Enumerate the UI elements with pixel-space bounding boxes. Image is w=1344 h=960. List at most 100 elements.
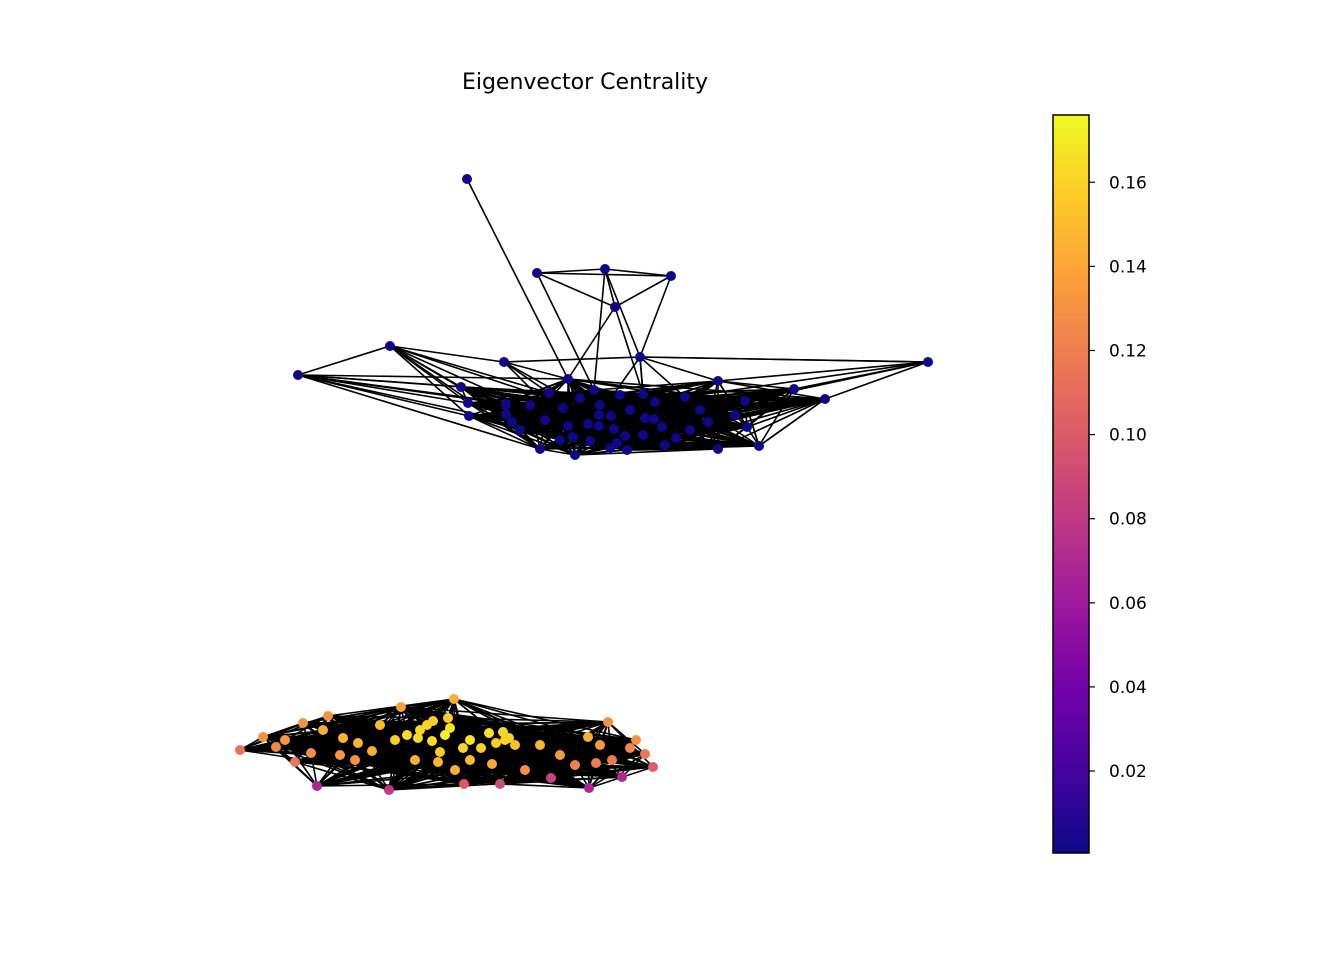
graph-edge xyxy=(239,739,286,751)
graph-node xyxy=(631,735,641,745)
colorbar-ticks: 0.02 0.04 0.06 0.08 0.10 0.12 0.14 0.16 xyxy=(1089,173,1147,782)
graph-node xyxy=(495,779,505,789)
graph-node xyxy=(625,405,635,415)
graph-edge xyxy=(284,739,561,756)
graph-node xyxy=(609,424,619,434)
graph-node xyxy=(584,783,594,793)
graph-edge xyxy=(519,429,576,456)
graph-edge xyxy=(339,754,613,761)
graph-edge xyxy=(284,724,381,741)
graph-node xyxy=(820,394,830,404)
graph-node xyxy=(923,357,933,367)
graph-node xyxy=(612,438,622,448)
graph-node xyxy=(622,445,632,455)
graph-edge xyxy=(499,783,590,789)
graph-node xyxy=(555,435,565,445)
graph-node xyxy=(312,781,322,791)
graph-node xyxy=(367,746,377,756)
graph-edge xyxy=(604,268,672,277)
graph-edge xyxy=(297,374,600,416)
graph-edge xyxy=(297,374,569,380)
graph-node xyxy=(657,422,667,432)
graph-node xyxy=(575,393,585,403)
graph-node xyxy=(555,750,565,760)
graph-edge xyxy=(717,361,929,382)
graph-edge xyxy=(559,439,611,449)
graph-node xyxy=(640,413,650,423)
graph-node xyxy=(754,441,764,451)
graph-node xyxy=(293,370,303,380)
graph-node xyxy=(465,735,475,745)
graph-edge xyxy=(297,374,541,450)
graph-edge xyxy=(454,759,613,771)
graph-node xyxy=(600,264,610,274)
graph-node xyxy=(338,733,348,743)
graph-node xyxy=(671,433,681,443)
graph-node xyxy=(638,430,648,440)
graph-edge xyxy=(354,759,501,785)
graph-node xyxy=(649,414,659,424)
graph-edge xyxy=(619,394,701,411)
graph-edge xyxy=(684,361,929,398)
graph-node xyxy=(258,732,268,742)
graph-node xyxy=(640,749,650,759)
graph-node xyxy=(740,396,750,406)
graph-edge xyxy=(469,744,601,761)
colorbar-tick-label: 0.10 xyxy=(1109,426,1147,446)
graph-node xyxy=(458,743,468,753)
graph-node xyxy=(440,730,450,740)
graph-node xyxy=(499,357,509,367)
colorbar-gradient xyxy=(1052,114,1090,854)
graph-edge xyxy=(629,409,666,446)
graph-node xyxy=(433,757,443,767)
graph-node xyxy=(742,422,752,432)
graph-edge xyxy=(639,275,672,358)
graph-node xyxy=(570,760,580,770)
graph-node xyxy=(589,385,599,395)
graph-node xyxy=(353,738,363,748)
graph-edge xyxy=(339,739,471,756)
graph-edge xyxy=(503,361,569,380)
graph-edge xyxy=(559,409,701,441)
graph-node xyxy=(525,400,535,410)
graph-node xyxy=(617,772,627,782)
graph-node xyxy=(306,748,316,758)
graph-edge xyxy=(744,361,929,402)
graph-edge xyxy=(284,739,390,791)
graph-edge xyxy=(629,409,736,416)
graph-node xyxy=(410,755,420,765)
graph-edge xyxy=(354,759,390,791)
colorbar-tick-label: 0.16 xyxy=(1109,173,1147,193)
graph-node xyxy=(607,755,617,765)
graph-edge xyxy=(746,398,826,428)
graph-node xyxy=(615,390,625,400)
graph-edge xyxy=(503,361,600,416)
graph-node xyxy=(595,740,605,750)
graph-edge xyxy=(604,268,641,358)
graph-edge xyxy=(454,744,601,771)
graph-edge xyxy=(614,275,672,308)
graph-edge xyxy=(639,356,719,382)
graph-node xyxy=(459,779,469,789)
graph-edge xyxy=(316,759,416,787)
graph-node xyxy=(730,410,740,420)
graph-node xyxy=(585,436,595,446)
graph-node xyxy=(396,702,406,712)
graph-edges xyxy=(239,178,929,791)
graph-node xyxy=(456,382,466,392)
graph-edge xyxy=(574,444,666,456)
graph-edge xyxy=(598,356,641,416)
graph-node xyxy=(603,717,613,727)
graph-edge xyxy=(379,721,609,726)
graph-node xyxy=(568,432,578,442)
graph-node xyxy=(591,758,601,768)
graph-node xyxy=(443,713,453,723)
colorbar-tick-label: 0.04 xyxy=(1109,678,1147,698)
graph-edge xyxy=(284,698,455,741)
graph-edge xyxy=(621,753,646,778)
graph-node xyxy=(450,765,460,775)
graph-node xyxy=(535,740,545,750)
graph-node xyxy=(476,743,486,753)
graph-node xyxy=(789,384,799,394)
colorbar-tick-label: 0.08 xyxy=(1109,510,1147,530)
